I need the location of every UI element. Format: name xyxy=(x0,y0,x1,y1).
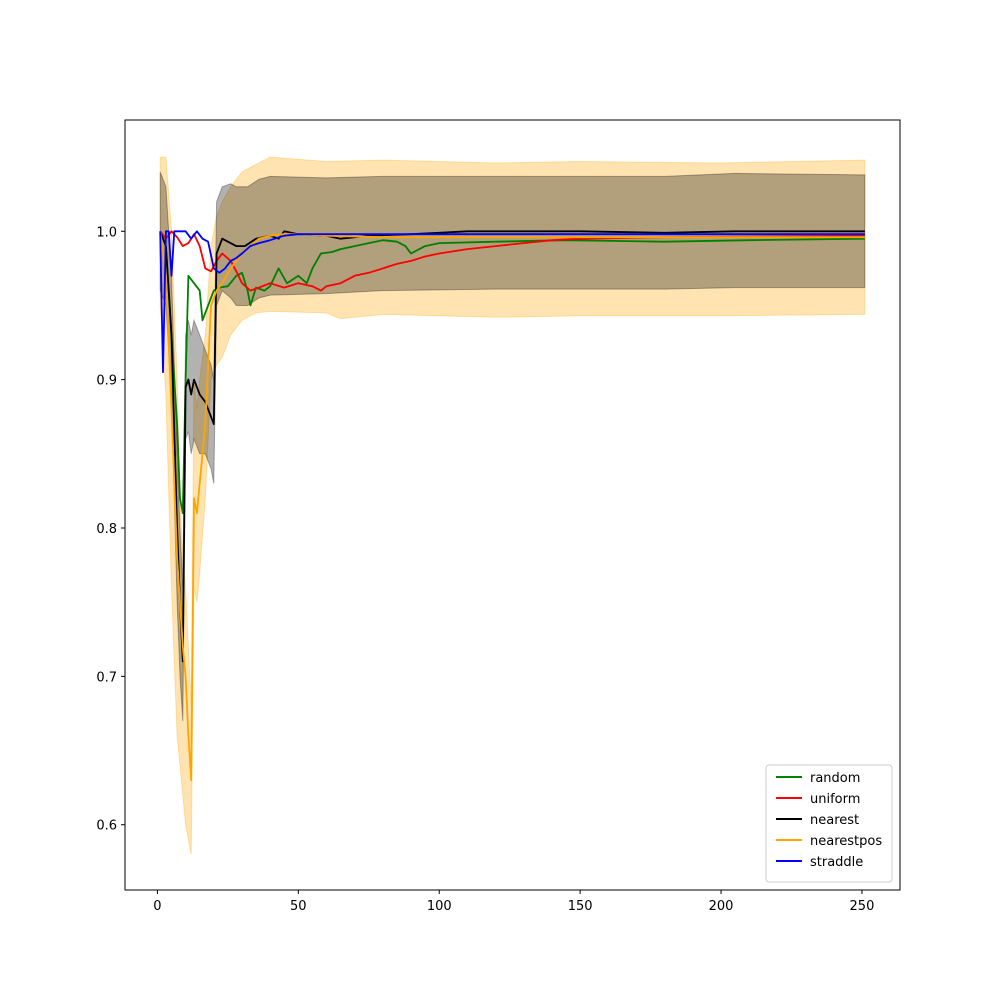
x-tick-label: 250 xyxy=(850,899,875,914)
series-line-uniform xyxy=(159,230,865,292)
x-tick-label: 0 xyxy=(153,899,161,914)
legend-label-nearestpos: nearestpos xyxy=(810,834,882,849)
y-axis: 0.6 0.7 0.8 0.9 1.0 xyxy=(96,225,125,834)
band-nearest xyxy=(159,171,866,721)
series-lines xyxy=(159,230,865,782)
legend-label-uniform: uniform xyxy=(810,792,860,807)
y-tick-label: 0.9 xyxy=(96,374,117,389)
x-axis: 0 50 100 150 200 250 xyxy=(153,890,874,914)
y-tick-label: 0.8 xyxy=(96,522,117,537)
band-nearestpos xyxy=(159,156,866,855)
y-tick-label: 1.0 xyxy=(96,225,117,240)
legend-label-straddle: straddle xyxy=(810,855,863,870)
x-tick-label: 100 xyxy=(427,899,452,914)
y-tick-label: 0.7 xyxy=(96,670,117,685)
series-line-random xyxy=(159,230,865,515)
x-tick-label: 150 xyxy=(568,899,593,914)
legend: random uniform nearest nearestpos straddle xyxy=(765,764,893,883)
legend-box xyxy=(765,764,893,883)
legend-label-nearest: nearest xyxy=(810,813,859,828)
series-line-straddle xyxy=(159,230,865,374)
confidence-bands xyxy=(159,156,866,855)
y-tick-label: 0.6 xyxy=(96,819,117,834)
x-tick-label: 50 xyxy=(290,899,307,914)
plot-frame xyxy=(124,119,901,891)
legend-label-random: random xyxy=(810,771,860,786)
x-tick-label: 200 xyxy=(709,899,734,914)
